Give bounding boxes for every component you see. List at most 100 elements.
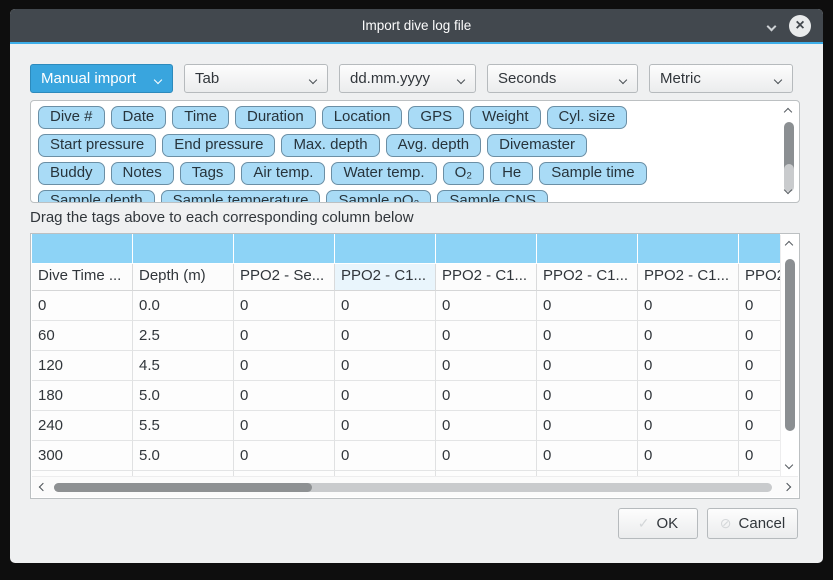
table-cell[interactable]: 0 [638,351,739,381]
column-drop-target[interactable] [436,234,536,263]
date-format-select[interactable]: dd.mm.yyyy [339,64,476,93]
tag-chip[interactable]: Date [110,106,167,129]
tag-chip[interactable]: Avg. depth [385,134,482,157]
scroll-up-icon[interactable] [783,107,793,117]
tag-chip[interactable]: Max. depth [281,134,380,157]
table-cell[interactable]: 0 [234,441,335,471]
table-cell[interactable]: 0 [335,381,436,411]
table-cell[interactable]: 120 [32,351,133,381]
tag-chip[interactable]: Buddy [38,162,105,185]
table-cell[interactable]: 0 [436,441,537,471]
tag-chip[interactable]: Tags [179,162,236,185]
tag-chip[interactable]: Sample depth [38,190,155,202]
table-cell[interactable]: 0 [739,351,780,381]
table-cell[interactable] [739,471,780,476]
close-button[interactable]: × [789,14,811,37]
tag-chip[interactable]: Location [321,106,403,129]
column-drop-target[interactable] [234,234,334,263]
tag-chip[interactable]: Air temp. [241,162,326,185]
table-cell[interactable]: 0 [436,291,537,321]
tag-chip[interactable]: Cyl. size [546,106,628,129]
ok-button[interactable]: ✓ OK [618,508,698,539]
table-cell[interactable]: 60 [32,321,133,351]
import-mode-select[interactable]: Manual import [30,64,173,93]
tag-chip[interactable]: Sample temperature [160,190,321,202]
table-cell[interactable]: 0 [335,291,436,321]
table-cell[interactable]: 0 [335,441,436,471]
scroll-right-icon[interactable] [782,482,792,492]
table-cell[interactable]: 0 [234,321,335,351]
tag-chip[interactable]: Notes [110,162,174,185]
table-cell[interactable]: 2.5 [133,321,234,351]
tag-chip[interactable]: GPS [408,106,465,129]
tag-chip[interactable]: Start pressure [38,134,157,157]
table-cell[interactable] [32,471,133,476]
table-cell[interactable]: 0 [537,381,638,411]
table-cell[interactable]: 0 [739,441,780,471]
table-vertical-scrollbar[interactable] [780,235,798,476]
units-select[interactable]: Metric [649,64,793,93]
tag-chip[interactable]: Sample pO₂ [326,190,432,202]
table-cell[interactable]: 4.5 [133,351,234,381]
tag-chip[interactable]: He [490,162,534,185]
column-drop-target[interactable] [537,234,637,263]
table-cell[interactable]: 5.5 [133,411,234,441]
table-cell[interactable]: 0 [537,291,638,321]
field-separator-select[interactable]: Tab [184,64,328,93]
table-cell[interactable]: 0 [739,321,780,351]
table-cell[interactable]: 0 [638,381,739,411]
tag-chip[interactable]: Duration [235,106,316,129]
tag-chip[interactable]: Sample time [539,162,647,185]
table-cell[interactable] [234,471,335,476]
table-cell[interactable]: 0 [335,411,436,441]
table-cell[interactable]: 0 [537,411,638,441]
titlebar[interactable]: Import dive log file × [10,9,823,42]
table-cell[interactable]: 0 [335,351,436,381]
table-cell[interactable]: 0 [335,321,436,351]
shade-button[interactable] [766,17,777,35]
tag-chip[interactable]: Time [172,106,229,129]
table-cell[interactable]: 0 [234,291,335,321]
tag-chip[interactable]: Weight [470,106,541,129]
scroll-down-icon[interactable] [784,460,794,470]
column-header[interactable]: PPO2 - C1... [436,264,537,291]
table-cell[interactable]: 0 [436,411,537,441]
table-scrollbar-thumb[interactable] [785,259,795,431]
tag-chip[interactable]: Divemaster [487,134,587,157]
table-cell[interactable]: 0 [436,351,537,381]
table-horizontal-scrollbar[interactable] [32,476,798,497]
hscroll-track[interactable] [54,483,772,492]
table-cell[interactable] [638,471,739,476]
table-cell[interactable] [335,471,436,476]
column-header[interactable]: PPO2 - Se... [234,264,335,291]
table-cell[interactable]: 0 [739,411,780,441]
column-header[interactable]: PPO2 - C1... [638,264,739,291]
table-cell[interactable]: 0 [436,381,537,411]
tag-chip[interactable]: Water temp. [331,162,437,185]
table-cell[interactable]: 0.0 [133,291,234,321]
table-cell[interactable]: 0 [234,351,335,381]
table-cell[interactable]: 5.0 [133,441,234,471]
column-drop-target[interactable] [32,234,132,263]
table-cell[interactable]: 0 [436,321,537,351]
table-cell[interactable] [537,471,638,476]
column-header[interactable]: Dive Time ... [32,264,133,291]
table-cell[interactable]: 5.0 [133,381,234,411]
table-cell[interactable]: 0 [638,411,739,441]
cancel-button[interactable]: ⊘ Cancel [707,508,798,539]
tag-chip[interactable]: Sample CNS [437,190,549,202]
column-drop-target[interactable] [335,234,435,263]
tag-chip[interactable]: End pressure [162,134,276,157]
column-drop-target[interactable] [638,234,738,263]
tags-scrollbar-track[interactable] [784,164,794,192]
column-header[interactable]: PPO2 [739,264,780,291]
column-drop-target[interactable] [739,234,780,263]
scroll-left-icon[interactable] [38,482,48,492]
column-header[interactable]: Depth (m) [133,264,234,291]
table-cell[interactable]: 0 [739,381,780,411]
table-cell[interactable]: 0 [638,291,739,321]
tags-scrollbar-thumb[interactable] [784,122,794,182]
scroll-up-icon[interactable] [784,240,794,250]
column-header[interactable]: PPO2 - C1... [537,264,638,291]
table-cell[interactable]: 0 [32,291,133,321]
